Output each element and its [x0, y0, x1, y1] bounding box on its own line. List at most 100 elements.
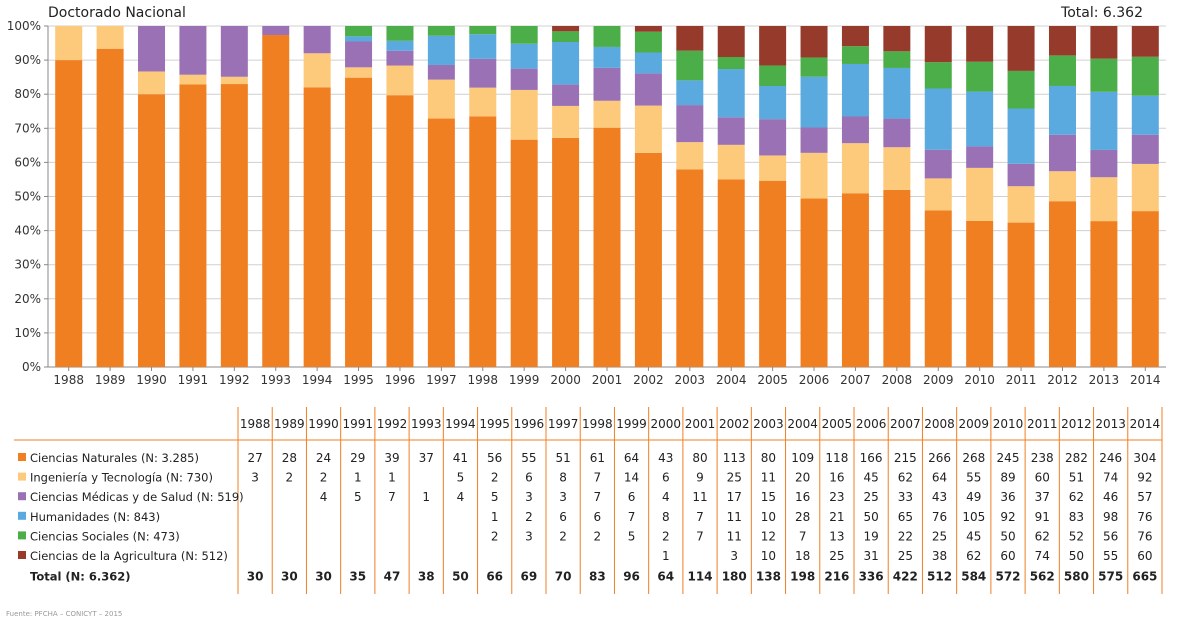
- bar-2009-series-5: [924, 26, 952, 63]
- legend-label-2: Ciencias Médicas y de Salud (N: 519): [30, 490, 244, 504]
- table-cell-0-2010: 245: [997, 451, 1020, 465]
- table-total-1988: 30: [247, 570, 264, 584]
- bar-1999-series-1: [510, 89, 538, 140]
- table-cell-2-1998: 7: [594, 490, 602, 504]
- table-cell-0-1988: 27: [247, 451, 262, 465]
- table-cell-3-2002: 11: [727, 510, 742, 524]
- bar-2006-series-4: [800, 57, 828, 77]
- bar-1994-series-2: [303, 26, 331, 54]
- legend-swatch-1: [18, 472, 26, 481]
- table-cell-2-2005: 23: [829, 490, 844, 504]
- bar-1991-series-2: [179, 26, 207, 75]
- bar-2006-series-0: [800, 198, 828, 367]
- table-cell-4-2014: 76: [1137, 529, 1152, 543]
- table-cell-3-1997: 6: [559, 510, 567, 524]
- table-year-1989: 1989: [274, 417, 305, 431]
- table-year-2014: 2014: [1130, 417, 1161, 431]
- bar-2000-series-5: [552, 26, 580, 32]
- table-cell-1-2013: 74: [1103, 471, 1118, 485]
- table-cell-0-2012: 282: [1065, 451, 1088, 465]
- x-tick-label-2012: 2012: [1047, 373, 1078, 387]
- table-cell-2-1997: 3: [559, 490, 567, 504]
- table-cell-4-1997: 2: [559, 529, 567, 543]
- table-cell-4-2013: 56: [1103, 529, 1118, 543]
- table-cell-3-2001: 7: [696, 510, 704, 524]
- x-tick-label-2010: 2010: [964, 373, 995, 387]
- table-year-1999: 1999: [616, 417, 647, 431]
- bar-2012-series-1: [1048, 171, 1076, 202]
- table-cell-2-2010: 36: [1000, 490, 1015, 504]
- bar-2005-series-4: [759, 65, 787, 86]
- bar-2000-series-3: [552, 41, 580, 85]
- bar-1990-series-2: [138, 26, 166, 72]
- legend-label-3: Humanidades (N: 843): [30, 510, 160, 524]
- table-cell-1-1999: 14: [624, 471, 639, 485]
- bar-2002-series-0: [634, 152, 662, 367]
- bar-2006-series-5: [800, 26, 828, 58]
- table-cell-4-2005: 13: [829, 529, 844, 543]
- y-tick-label-0: 0%: [22, 360, 41, 374]
- table-year-1988: 1988: [240, 417, 271, 431]
- bar-2011-series-1: [1007, 186, 1035, 223]
- table-year-1990: 1990: [308, 417, 339, 431]
- table-cell-3-2003: 10: [761, 510, 776, 524]
- bar-2013-series-3: [1090, 91, 1118, 150]
- bar-2001-series-2: [593, 67, 621, 101]
- bar-2014-series-5: [1131, 26, 1159, 57]
- table-cell-5-2009: 62: [966, 549, 981, 563]
- bar-2013-series-1: [1090, 177, 1118, 222]
- table-total-1994: 50: [452, 570, 469, 584]
- table-cell-2-1991: 5: [354, 490, 362, 504]
- table-cell-3-1999: 7: [628, 510, 636, 524]
- table-cell-5-2012: 50: [1069, 549, 1084, 563]
- table-cell-4-1999: 5: [628, 529, 636, 543]
- table-total-1989: 30: [281, 570, 298, 584]
- table-cell-0-1992: 39: [384, 451, 399, 465]
- table-cell-1-1992: 1: [388, 471, 396, 485]
- table-cell-3-1998: 6: [594, 510, 602, 524]
- table-total-2005: 216: [824, 570, 849, 584]
- y-tick-label-80: 80%: [14, 87, 41, 101]
- bar-2005-series-2: [759, 119, 787, 156]
- y-tick-label-70: 70%: [14, 121, 41, 135]
- legend-swatch-0: [18, 453, 26, 461]
- table-cell-1-1990: 2: [320, 471, 328, 485]
- chart-title: Doctorado Nacional: [48, 5, 186, 21]
- table-cell-0-2013: 246: [1099, 451, 1122, 465]
- table-cell-1-1997: 8: [559, 471, 567, 485]
- table-cell-1-2011: 60: [1035, 471, 1050, 485]
- table-cell-2-2014: 57: [1137, 490, 1152, 504]
- table-year-2010: 2010: [993, 417, 1024, 431]
- table-total-2007: 422: [893, 570, 918, 584]
- bar-2001-series-1: [593, 100, 621, 128]
- table-cell-0-2003: 80: [761, 451, 776, 465]
- table-cell-1-2014: 92: [1137, 471, 1152, 485]
- table-cell-4-1995: 2: [491, 529, 499, 543]
- table-total-2014: 665: [1132, 570, 1157, 584]
- table-cell-4-2011: 62: [1035, 529, 1050, 543]
- table-cell-3-1996: 2: [525, 510, 533, 524]
- x-tick-label-2007: 2007: [840, 373, 871, 387]
- bar-2010-series-2: [966, 146, 994, 168]
- bar-2011-series-4: [1007, 70, 1035, 109]
- bar-2002-series-4: [634, 31, 662, 53]
- bar-2007-series-5: [841, 26, 869, 47]
- bar-1992-series-0: [220, 84, 248, 368]
- bar-2012-series-0: [1048, 201, 1076, 367]
- y-tick-label-50: 50%: [14, 190, 41, 204]
- table-cell-5-2011: 74: [1035, 549, 1050, 563]
- bar-1998-series-2: [469, 58, 497, 88]
- bar-2006-series-3: [800, 76, 828, 128]
- table-cell-2-1990: 4: [320, 490, 328, 504]
- legend-swatch-3: [18, 511, 26, 520]
- table-year-2012: 2012: [1061, 417, 1092, 431]
- table-total-2004: 198: [790, 570, 815, 584]
- bar-2008-series-5: [883, 26, 911, 52]
- table-year-2006: 2006: [856, 417, 887, 431]
- bar-1990-series-0: [138, 94, 166, 367]
- table-total-2010: 572: [995, 570, 1020, 584]
- table-cell-3-2007: 65: [898, 510, 913, 524]
- table-cell-3-2012: 83: [1069, 510, 1084, 524]
- bar-2012-series-4: [1048, 55, 1076, 86]
